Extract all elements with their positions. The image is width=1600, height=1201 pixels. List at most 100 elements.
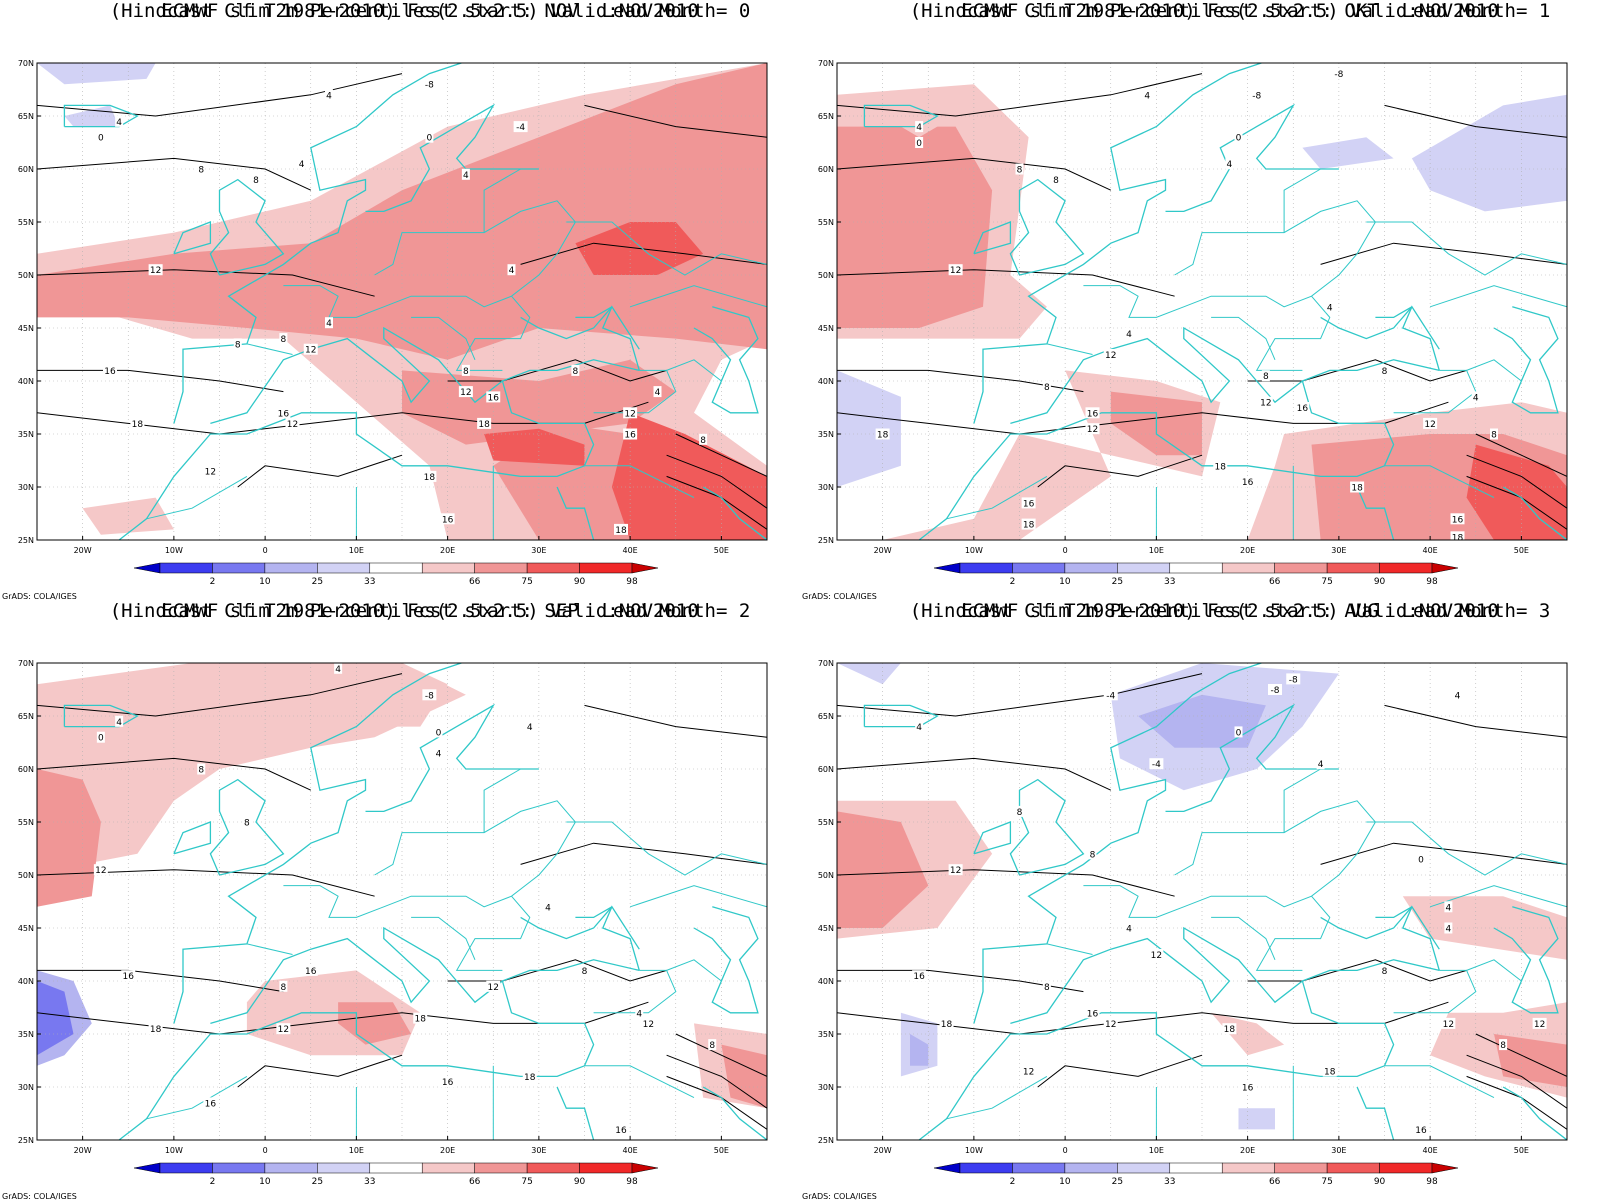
contour-label-bg — [461, 364, 470, 376]
colorbar-label: 10 — [259, 1177, 271, 1187]
contour-label-bg — [1085, 1007, 1100, 1019]
isotherm-contour — [666, 454, 767, 509]
coastline — [1356, 486, 1395, 540]
colorbar-label: 2 — [1010, 1177, 1016, 1187]
latitude-label: 55N — [818, 218, 834, 227]
contour-label: 12 — [1023, 1068, 1034, 1078]
colorbar-segment — [1064, 562, 1118, 574]
coastline — [63, 104, 139, 128]
contour-label: 16 — [1087, 1009, 1099, 1019]
contour-label: 16 — [913, 972, 925, 982]
contour-label-bg — [1052, 174, 1060, 186]
contour-label: 8 — [1491, 431, 1497, 441]
country-border — [411, 316, 476, 360]
longitude-label: 50E — [714, 546, 729, 555]
longitude-label: 0 — [263, 1146, 268, 1155]
latitude-label: 35N — [818, 1030, 834, 1039]
grads-credit: GrADS: COLA/IGES — [802, 592, 877, 601]
contour-label-bg — [1249, 89, 1264, 101]
coastline — [63, 704, 139, 728]
colorbar-segment — [1117, 562, 1171, 574]
contour-label-bg — [1143, 89, 1152, 101]
contour-label: 18 — [150, 1025, 162, 1035]
isotherm-contour — [837, 757, 1112, 791]
isotherm-contour — [447, 359, 667, 382]
country-border — [584, 465, 695, 499]
anomaly-region — [365, 663, 448, 727]
contour-label: -4 — [1106, 691, 1115, 701]
colorbar-segment — [1169, 562, 1223, 574]
longitude-label: 40E — [623, 546, 638, 555]
coastline — [209, 178, 285, 276]
colorbar-segment — [959, 562, 1013, 574]
contour-label-bg — [1499, 1039, 1508, 1051]
contour-label: 12 — [460, 388, 471, 398]
contour-label-bg — [614, 1123, 628, 1135]
anomaly-region — [1411, 94, 1567, 212]
contour-label-bg — [522, 1070, 537, 1082]
contour-label: 4 — [1144, 91, 1150, 101]
contour-label-bg — [507, 264, 516, 276]
contour-label: 18 — [941, 1020, 953, 1030]
colorbar-segment — [317, 562, 371, 574]
contour-label-bg — [93, 864, 108, 876]
contour-label-bg — [440, 513, 455, 525]
colorbar-segment — [212, 1162, 266, 1174]
contour-label-bg — [915, 121, 924, 133]
contour-label: 16 — [205, 1099, 217, 1109]
anomaly-region — [37, 663, 466, 875]
coastline — [520, 306, 613, 340]
anomaly-region — [611, 412, 767, 540]
contour-label: 16 — [1242, 478, 1254, 488]
country-border — [1283, 168, 1321, 233]
contour-label: 18 — [877, 431, 889, 441]
longitude-label: 20W — [874, 546, 892, 555]
contour-label-bg — [1234, 131, 1243, 143]
latitude-label: 45N — [18, 324, 34, 333]
longitude-label: 10W — [165, 546, 183, 555]
colorbar-label: 66 — [1269, 577, 1281, 587]
latitude-label: 60N — [818, 765, 834, 774]
contour-label-bg — [623, 428, 638, 440]
colorbar-label: 33 — [1164, 1177, 1175, 1187]
anomaly-map: -8 -4 -8 4 4 0 -4 4 8 8 12 0 4 4 12 8 8 4 16 18 16 12 18 12 12 8 1… — [818, 659, 1568, 1187]
latitude-label: 50N — [818, 271, 834, 280]
coastline — [702, 1086, 767, 1140]
longitude-label: 50E — [1514, 1146, 1529, 1155]
contour-label-bg — [1322, 1065, 1337, 1077]
contour-label: 16 — [278, 409, 290, 419]
colorbar-end-low — [933, 562, 961, 574]
contour-label: 0 — [98, 134, 104, 144]
contour-label-bg — [325, 317, 333, 329]
contour-label: 12 — [287, 420, 298, 430]
contour-label-bg — [1532, 1017, 1547, 1029]
anomaly-region — [882, 94, 956, 138]
isotherm-contour — [837, 969, 1084, 993]
colorbar-segment — [1379, 562, 1433, 574]
contour-label: 12 — [95, 866, 106, 876]
contour-label-bg — [1417, 853, 1425, 865]
anomaly-region — [837, 126, 993, 328]
country-border — [455, 895, 531, 971]
contour-label: 8 — [1017, 166, 1023, 176]
latitude-label: 40N — [818, 377, 834, 386]
contour-label: 4 — [916, 723, 922, 733]
contour-label-bg — [1225, 158, 1234, 170]
contour-label: 4 — [636, 1009, 642, 1019]
contour-label-bg — [279, 980, 288, 992]
coastline — [1009, 778, 1085, 876]
colorbar-end-low — [133, 1162, 161, 1174]
map-panel-lead-2: ECMWF sf T2m Percentiles(2.5x2.5) Valid:… — [0, 600, 800, 1201]
colorbar-label: 90 — [574, 1177, 586, 1187]
contour-label: 18 — [1351, 484, 1363, 494]
contour-label: 12 — [278, 1025, 289, 1035]
coastline — [1165, 103, 1339, 213]
contour-label-bg — [233, 338, 242, 350]
country-border — [584, 1065, 695, 1099]
contour-label: 8 — [463, 367, 469, 377]
anomaly-region — [1238, 1108, 1275, 1130]
panel-title-line-1: ECMWF sf T2m Percentiles(2.5x2.5) Valid:… — [161, 0, 699, 22]
country-border — [629, 285, 767, 308]
country-border — [946, 1075, 1048, 1120]
contour-label: 8 — [1382, 967, 1388, 977]
